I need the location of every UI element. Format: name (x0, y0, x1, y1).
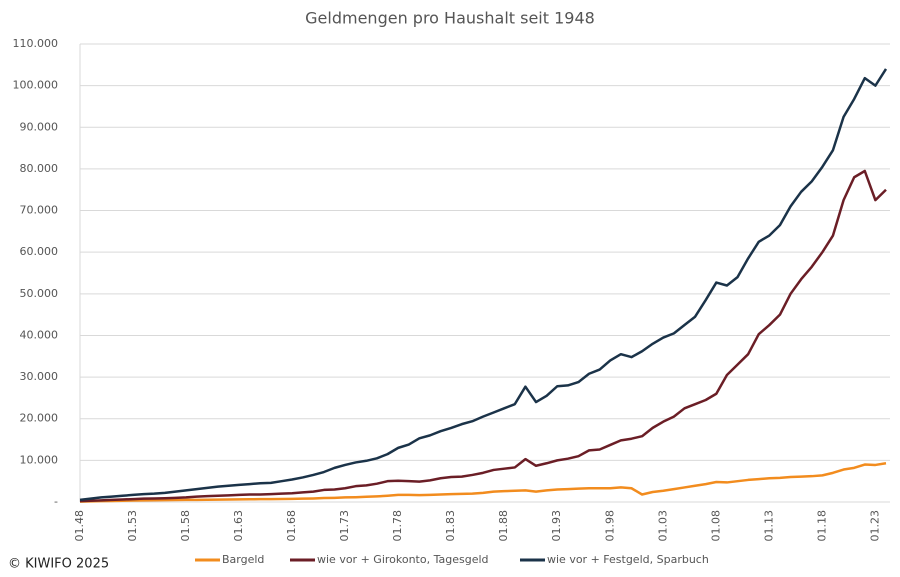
x-tick-label: 01.93 (550, 510, 563, 542)
x-tick-label: 01.18 (815, 510, 828, 542)
legend-label: Bargeld (222, 553, 264, 566)
legend-label: wie vor + Girokonto, Tagesgeld (317, 553, 489, 566)
y-tick-label: 20.000 (20, 412, 59, 425)
footer: © KIWIFO 2025 (8, 557, 109, 572)
y-tick-label: - (54, 495, 58, 508)
y-tick-label: 10.000 (20, 453, 59, 466)
y-tick-label: 40.000 (20, 328, 59, 341)
legend-label: wie vor + Festgeld, Sparbuch (547, 553, 709, 566)
x-tick-label: 01.08 (709, 510, 722, 542)
x-tick-label: 01.83 (444, 510, 457, 542)
x-tick-label: 01.48 (73, 510, 86, 542)
series-line (79, 68, 888, 502)
x-tick-label: 01.63 (232, 510, 245, 542)
y-tick-label: 90.000 (20, 120, 59, 133)
x-tick-label: 01.53 (126, 510, 139, 542)
x-tick-label: 01.88 (497, 510, 510, 541)
x-tick-label: 01.68 (285, 510, 298, 542)
x-tick-label: 01.73 (338, 510, 351, 542)
x-tick-label: 01.98 (603, 510, 616, 542)
y-tick-label: 80.000 (20, 162, 59, 175)
x-tick-label: 01.78 (391, 510, 404, 542)
x-tick-label: 01.58 (179, 510, 192, 542)
x-tick-label: 01.13 (762, 510, 775, 542)
series-line (79, 169, 887, 503)
y-tick-label: 50.000 (20, 287, 59, 300)
y-tick-label: 110.000 (13, 37, 59, 50)
y-tick-label: 30.000 (20, 370, 59, 383)
y-tick-label: 100.000 (13, 79, 59, 92)
series-line (79, 462, 887, 503)
y-tick-label: 60.000 (20, 245, 59, 258)
x-tick-label: 01.03 (656, 510, 669, 542)
chart-title: Geldmengen pro Haushalt seit 1948 (305, 9, 595, 28)
x-tick-label: 01.23 (868, 510, 881, 542)
y-tick-label: 70.000 (20, 204, 59, 217)
